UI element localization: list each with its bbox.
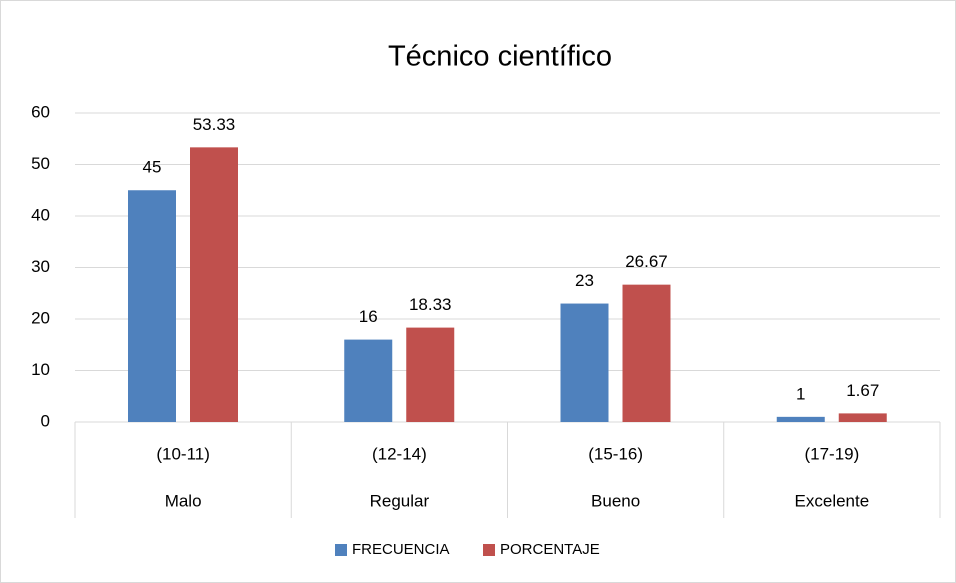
bar (128, 190, 176, 422)
y-tick-label: 0 (41, 411, 50, 430)
x-group-label: Malo (165, 491, 202, 510)
y-tick-label: 50 (31, 154, 50, 173)
x-group-label: Regular (370, 491, 430, 510)
data-label: 18.33 (409, 295, 452, 314)
legend-swatch (335, 544, 347, 556)
bar (560, 303, 609, 422)
data-label: 45 (143, 158, 162, 177)
data-label: 1.67 (846, 381, 879, 400)
bar (190, 147, 238, 422)
y-tick-label: 30 (31, 257, 50, 276)
bar (344, 339, 393, 422)
data-label: 1 (796, 384, 805, 403)
y-tick-label: 10 (31, 360, 50, 379)
x-tick-label: (10-11) (156, 444, 210, 463)
x-group-label: Excelente (795, 491, 870, 510)
data-label: 26.67 (625, 252, 668, 271)
y-tick-label: 40 (31, 205, 50, 224)
bar (838, 413, 887, 422)
data-label: 53.33 (193, 115, 236, 134)
data-label: 16 (359, 307, 378, 326)
legend-label: PORCENTAJE (500, 541, 600, 558)
y-tick-label: 20 (31, 308, 50, 327)
x-tick-label: (15-16) (588, 444, 643, 463)
bar (622, 284, 671, 422)
x-tick-label: (12-14) (372, 444, 427, 463)
bar (406, 327, 455, 422)
x-group-label: Bueno (591, 491, 640, 510)
chart-title: Técnico científico (388, 41, 612, 73)
y-tick-label: 60 (31, 102, 50, 121)
legend-label: FRECUENCIA (352, 541, 450, 558)
x-tick-label: (17-19) (804, 444, 859, 463)
legend-swatch (483, 544, 495, 556)
bar (776, 416, 825, 422)
data-label: 23 (575, 271, 594, 290)
